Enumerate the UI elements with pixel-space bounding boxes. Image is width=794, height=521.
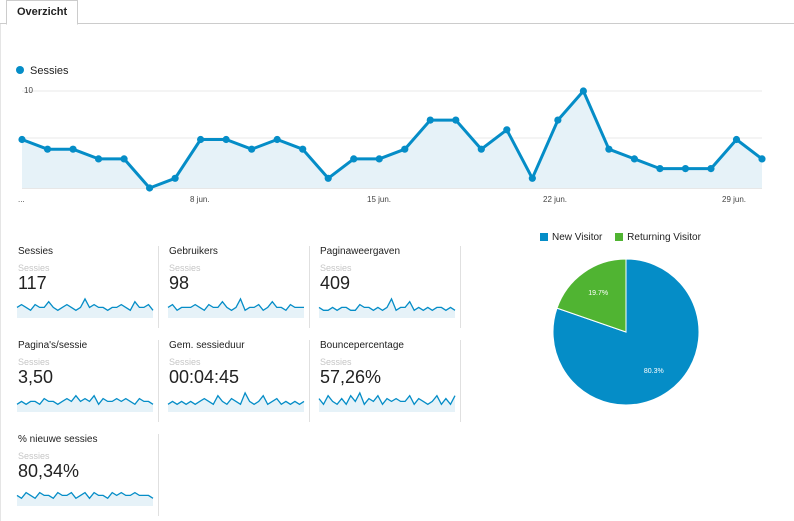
tab-bar: Overzicht	[0, 0, 794, 25]
metric-sublabel: Sessies	[169, 263, 201, 273]
sparkline	[16, 491, 154, 506]
data-point-22[interactable]	[579, 87, 587, 95]
metric-paginaweergaven[interactable]: Paginaweergaven Sessies 409	[318, 246, 461, 328]
data-point-15[interactable]	[401, 145, 409, 153]
metric-value: 3,50	[18, 367, 54, 387]
tab-divider	[0, 23, 794, 24]
main-chart-legend[interactable]: Sessies	[16, 64, 69, 78]
metric-value: 98	[169, 273, 190, 293]
data-point-2[interactable]	[69, 145, 77, 153]
metric-value: 117	[18, 273, 47, 293]
sparkline	[318, 297, 456, 318]
data-point-3[interactable]	[94, 155, 103, 163]
metric-label: Gebruikers	[169, 246, 218, 257]
data-point-6[interactable]	[171, 174, 179, 182]
panel-border	[0, 24, 1, 521]
data-point-9[interactable]	[248, 145, 256, 153]
data-point-12[interactable]	[324, 174, 332, 182]
x-tick-8jun: 8 jun.	[190, 195, 210, 204]
sessions-area-fill	[22, 91, 762, 188]
sessions-line-chart[interactable]: 10 5 ... 8 jun. 15 jun. 22 jun. 29 jun.	[0, 80, 794, 210]
sparkline	[167, 391, 305, 412]
data-point-17[interactable]	[452, 116, 460, 124]
metric-sublabel: Sessies	[18, 263, 50, 273]
x-tick-22jun: 22 jun.	[543, 195, 567, 204]
sessions-line	[21, 89, 763, 190]
pie-label-returning-visitor: 19.7%	[588, 290, 608, 297]
metric-paginas-per-sessie[interactable]: Pagina's/sessie Sessies 3,50	[16, 340, 159, 422]
data-point-28[interactable]	[732, 135, 741, 144]
pie-legend-new-visitor[interactable]: New Visitor	[540, 232, 602, 243]
metric-label: % nieuwe sessies	[18, 434, 98, 445]
sparkline	[167, 297, 304, 318]
x-tick-start: ...	[18, 195, 25, 204]
data-point-14[interactable]	[375, 155, 383, 163]
sparkline	[318, 391, 456, 412]
new-visitor-swatch-icon	[540, 233, 548, 241]
metric-label: Paginaweergaven	[320, 246, 401, 257]
metric-nieuwe-sessies[interactable]: % nieuwe sessies Sessies 80,34%	[16, 434, 159, 516]
metric-sessies[interactable]: Sessies Sessies 117	[16, 246, 159, 328]
data-point-8[interactable]	[222, 135, 230, 144]
data-point-18[interactable]	[477, 145, 485, 153]
data-point-5[interactable]	[145, 184, 154, 192]
metric-label: Sessies	[18, 246, 54, 257]
data-point-0[interactable]	[18, 135, 26, 144]
data-point-19[interactable]	[503, 126, 511, 134]
data-point-4[interactable]	[120, 155, 128, 163]
tab-overzicht[interactable]: Overzicht	[6, 0, 79, 25]
data-point-10[interactable]	[273, 135, 281, 144]
data-point-24[interactable]	[630, 155, 639, 163]
metric-sublabel: Sessies	[320, 263, 352, 273]
metric-sublabel: Sessies	[169, 357, 201, 367]
metric-value: 00:04:45	[169, 367, 240, 387]
metric-sublabel: Sessies	[18, 357, 50, 367]
data-point-16[interactable]	[426, 116, 434, 124]
sessions-points	[18, 87, 766, 192]
metric-gebruikers[interactable]: Gebruikers Sessies 98	[167, 246, 310, 328]
data-point-13[interactable]	[350, 155, 358, 163]
data-point-29[interactable]	[758, 155, 766, 163]
metric-label: Bouncepercentage	[320, 340, 404, 351]
data-point-11[interactable]	[299, 145, 307, 153]
metric-label: Pagina's/sessie	[18, 340, 88, 351]
metric-bouncepercentage[interactable]: Bouncepercentage Sessies 57,26%	[318, 340, 461, 422]
x-tick-29jun: 29 jun.	[722, 195, 746, 204]
metric-value: 57,26%	[320, 367, 382, 387]
visitor-pie-chart[interactable]: 80.3% 19.7%	[550, 256, 702, 408]
data-point-7[interactable]	[197, 135, 205, 144]
data-point-25[interactable]	[656, 165, 664, 173]
pie-legend-label: New Visitor	[552, 232, 603, 243]
metric-gem-sessieduur[interactable]: Gem. sessieduur Sessies 00:04:45	[167, 340, 310, 422]
sparkline	[16, 297, 154, 318]
x-tick-15jun: 15 jun.	[367, 195, 391, 204]
data-point-1[interactable]	[43, 145, 52, 153]
metric-value: 409	[320, 273, 351, 293]
metric-sublabel: Sessies	[320, 357, 352, 367]
pie-slice-returning-visitor[interactable]	[556, 258, 627, 333]
main-chart-legend-label: Sessies	[30, 65, 69, 77]
data-point-26[interactable]	[681, 165, 690, 173]
metric-label: Gem. sessieduur	[169, 340, 245, 351]
data-point-20[interactable]	[528, 174, 536, 182]
sessies-legend-dot-icon	[16, 66, 24, 74]
pie-legend: New Visitor Returning Visitor	[540, 232, 711, 243]
data-point-27[interactable]	[707, 165, 715, 173]
metric-value: 80,34%	[18, 461, 80, 481]
data-point-23[interactable]	[605, 145, 613, 153]
y-tick-10: 10	[24, 86, 33, 95]
pie-label-new-visitor: 80.3%	[644, 368, 664, 375]
returning-visitor-swatch-icon	[615, 233, 624, 241]
data-point-21[interactable]	[554, 116, 562, 124]
sparkline	[16, 394, 154, 412]
pie-legend-label: Returning Visitor	[627, 232, 701, 243]
pie-legend-returning-visitor[interactable]: Returning Visitor	[615, 232, 701, 243]
metric-sublabel: Sessies	[18, 451, 50, 461]
